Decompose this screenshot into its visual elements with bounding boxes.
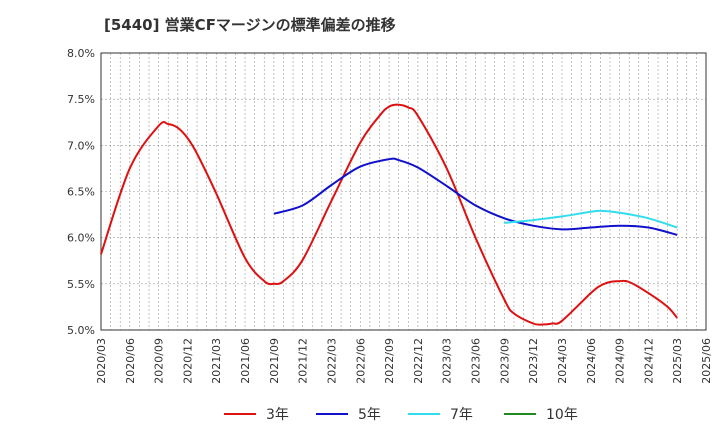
x-tick-label: 2023/12: [527, 338, 540, 384]
grid: [101, 53, 706, 330]
legend-label-2: 5年: [358, 407, 381, 423]
chart-title: [5440] 営業CFマージンの標準偏差の推移: [104, 16, 396, 34]
x-tick-label: 2022/06: [354, 338, 367, 384]
x-tick-label: 2020/06: [124, 338, 137, 384]
x-tick-label: 2023/06: [470, 338, 483, 384]
series-line-1: [100, 103, 678, 326]
x-tick-label: 2021/09: [268, 338, 281, 384]
y-tick-label: 8.0%: [67, 47, 95, 60]
x-tick-label: 2020/09: [153, 338, 166, 384]
legend: 3年 5年 7年 10年: [224, 407, 578, 423]
x-tick-label: 2022/03: [325, 338, 338, 384]
x-tick-label: 2021/06: [239, 338, 252, 384]
x-tick-label: 2022/12: [412, 338, 425, 384]
x-tick-label: 2023/03: [441, 338, 454, 384]
x-tick-label: 2024/06: [585, 338, 598, 384]
x-tick-label: 2024/03: [556, 338, 569, 384]
x-tick-label: 2021/12: [297, 338, 310, 384]
y-tick-label: 7.5%: [67, 93, 95, 106]
x-tick-label: 2025/06: [700, 338, 713, 384]
series-line-3: [504, 209, 678, 229]
x-tick-label: 2020/12: [181, 338, 194, 384]
plot-frame: [100, 52, 707, 331]
x-tick-label: 2023/09: [498, 338, 511, 384]
x-axis: 2020/03 2020/06 2020/09 2020/12 2021/03 2021/…: [95, 338, 713, 384]
legend-label-1: 3年: [266, 407, 289, 423]
x-tick-label: 2024/09: [614, 338, 627, 384]
y-axis: 8.0% 7.5% 7.0% 6.5% 6.0% 5.5% 5.0%: [67, 47, 95, 337]
x-tick-label: 2025/03: [671, 338, 684, 384]
series: [100, 103, 678, 326]
y-tick-label: 5.5%: [67, 278, 95, 291]
x-tick-label: 2021/03: [210, 338, 223, 384]
series-line-2: [273, 157, 678, 236]
y-tick-label: 6.5%: [67, 186, 95, 199]
legend-label-3: 7年: [450, 407, 473, 423]
y-tick-label: 6.0%: [67, 232, 95, 245]
x-tick-label: 2020/03: [95, 338, 108, 384]
y-tick-label: 5.0%: [67, 324, 95, 337]
y-tick-label: 7.0%: [67, 139, 95, 152]
x-tick-label: 2024/12: [642, 338, 655, 384]
x-tick-label: 2022/09: [383, 338, 396, 384]
legend-label-4: 10年: [546, 407, 578, 423]
